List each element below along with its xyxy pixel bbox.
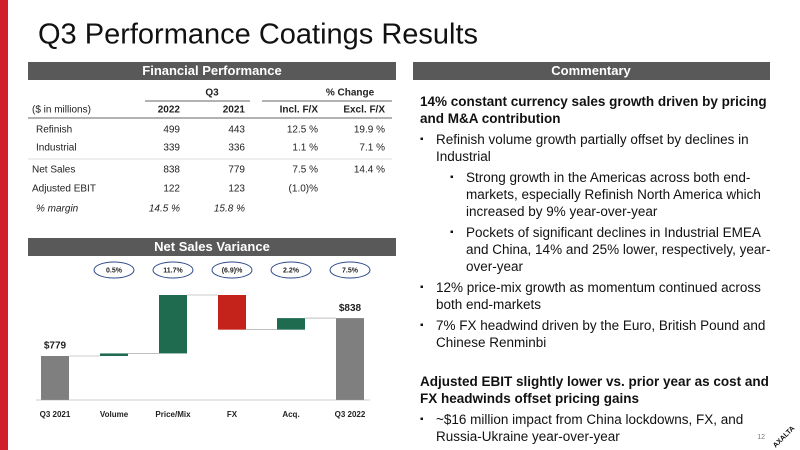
commentary-bullet: Pockets of significant declines in Indus… (420, 224, 772, 275)
table-cell: 123 (228, 184, 245, 195)
change-label: (6.9)% (222, 267, 243, 274)
table-cell: 443 (228, 125, 245, 136)
section-header: Financial Performance (142, 63, 281, 78)
row-label: % margin (36, 204, 79, 215)
change-pill (270, 261, 312, 279)
table-cell: 15.8 % (214, 204, 245, 215)
commentary-heading: Adjusted EBIT slightly lower vs. prior y… (420, 374, 769, 406)
table-cell: 12.5 % (287, 125, 318, 136)
table-cell: 336 (228, 143, 245, 154)
table-cell: (1.0)% (289, 184, 319, 195)
section-header-bg (28, 62, 396, 80)
change-pill (211, 261, 253, 279)
change-label: 11.7% (163, 267, 183, 274)
table-cell: 14.4 % (354, 165, 385, 176)
bar (277, 318, 305, 330)
table-cell: 14.5 % (149, 204, 180, 215)
bar (100, 353, 128, 356)
table-cell: 122 (163, 184, 180, 195)
x-tick-label: FX (227, 410, 238, 419)
change-label: 0.5% (106, 267, 123, 274)
commentary-heading: 14% constant currency sales growth drive… (420, 94, 767, 126)
change-label: 2.2% (283, 267, 300, 274)
column-header: Incl. F/X (280, 105, 319, 116)
data-label: $838 (339, 303, 362, 314)
x-tick-label: Acq. (282, 410, 299, 419)
row-label: Industrial (36, 143, 77, 154)
table-cell: 19.9 % (354, 125, 385, 136)
bar (218, 295, 246, 330)
bar (336, 318, 364, 400)
commentary-bullet: Strong growth in the Americas across bot… (420, 169, 772, 220)
section-header-bg (28, 238, 396, 256)
commentary: 14% constant currency sales growth drive… (420, 93, 772, 449)
row-label: Net Sales (32, 165, 75, 176)
bar (159, 295, 187, 354)
x-tick-label: Q3 2022 (335, 410, 366, 419)
commentary-bullet: Refinish volume growth partially offset … (420, 131, 772, 165)
x-tick-label: Price/Mix (155, 410, 191, 419)
group-header: % Change (326, 88, 375, 99)
table-cell: 838 (163, 165, 180, 176)
data-label: $779 (44, 341, 67, 352)
x-tick-label: Q3 2021 (40, 410, 71, 419)
bar (41, 355, 69, 400)
column-header: 2022 (158, 105, 181, 116)
commentary-bullet: 12% price-mix growth as momentum continu… (420, 279, 772, 313)
section-header: Commentary (551, 63, 631, 78)
table-cell: 1.1 % (292, 143, 318, 154)
change-pill (329, 261, 371, 279)
row-label: Refinish (36, 125, 72, 136)
change-pill (152, 261, 194, 279)
row-label: Adjusted EBIT (32, 184, 96, 195)
table-cell: 7.5 % (292, 165, 318, 176)
table-cell: 339 (163, 143, 180, 154)
section-header: Net Sales Variance (154, 239, 270, 254)
section-header-bg (413, 62, 770, 80)
table-cell: 779 (228, 165, 245, 176)
change-label: 7.5% (342, 267, 359, 274)
commentary-bullet: ~$16 million impact from China lockdowns… (420, 411, 772, 445)
group-header: Q3 (205, 88, 219, 99)
accent-bar (0, 0, 8, 450)
commentary-bullet: 7% FX headwind driven by the Euro, Briti… (420, 317, 772, 351)
column-header: Excl. F/X (343, 105, 385, 116)
column-header: ($ in millions) (32, 105, 91, 116)
change-pill (93, 261, 135, 279)
logo: AXALTA (772, 425, 796, 449)
slide-title: Q3 Performance Coatings Results (38, 19, 478, 51)
table-cell: 499 (163, 125, 180, 136)
table-cell: 7.1 % (359, 143, 385, 154)
column-header: 2021 (223, 105, 246, 116)
x-tick-label: Volume (100, 410, 129, 419)
